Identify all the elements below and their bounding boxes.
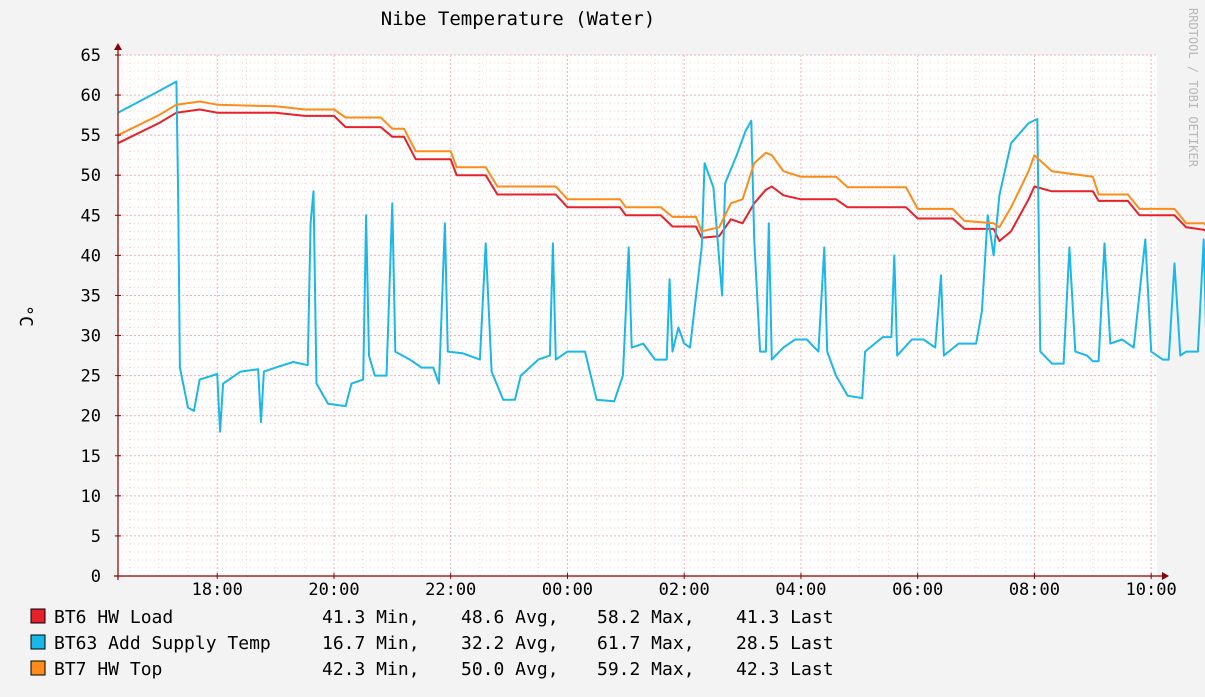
y-tick-label: 20 bbox=[81, 407, 101, 427]
x-axis-arrow bbox=[1162, 572, 1169, 580]
y-tick-label: 25 bbox=[81, 367, 101, 387]
x-tick-label: 00:00 bbox=[542, 580, 593, 600]
legend-max: 61.7 Max, bbox=[597, 633, 695, 654]
legend-swatch-blue bbox=[30, 634, 46, 650]
y-tick-label: 50 bbox=[81, 166, 101, 186]
y-tick-label: 40 bbox=[81, 246, 101, 266]
legend-max: 58.2 Max, bbox=[597, 607, 695, 628]
legend-swatch-red bbox=[30, 608, 46, 624]
legend-series-name: BT7 HW Top bbox=[54, 659, 162, 680]
chart-title: Nibe Temperature (Water) bbox=[381, 8, 656, 30]
y-tick-label: 30 bbox=[81, 327, 101, 347]
legend-item-bt6: BT6 HW Load 41.3 Min, 48.6 Avg, 58.2 Max… bbox=[30, 607, 834, 628]
y-tick-label: 5 bbox=[91, 527, 101, 547]
plot-area bbox=[118, 55, 1157, 576]
legend-last: 41.3 Last bbox=[736, 607, 834, 628]
series-line-2 bbox=[117, 100, 1205, 233]
legend-last: 28.5 Last bbox=[736, 633, 834, 654]
grid bbox=[118, 54, 1157, 577]
y-tick-label: 65 bbox=[81, 46, 101, 66]
x-tick-label: 08:00 bbox=[1009, 580, 1060, 600]
y-tick-label: 60 bbox=[81, 86, 101, 106]
x-tick-label: 06:00 bbox=[892, 580, 943, 600]
legend-series-name: BT63 Add Supply Temp bbox=[54, 633, 271, 654]
x-tick-label: 22:00 bbox=[425, 580, 476, 600]
legend-item-bt7: BT7 HW Top 42.3 Min, 50.0 Avg, 59.2 Max,… bbox=[30, 659, 834, 680]
legend-swatch-orange bbox=[30, 660, 46, 676]
watermark: RRDTOOL / TOBI OETIKER bbox=[1186, 8, 1200, 168]
x-tick-label: 10:00 bbox=[1126, 580, 1177, 600]
y-tick-label: 10 bbox=[81, 487, 101, 507]
x-tick-label: 18:00 bbox=[192, 580, 243, 600]
y-tick-label: 0 bbox=[91, 567, 101, 587]
legend: BT6 HW Load 41.3 Min, 48.6 Avg, 58.2 Max… bbox=[30, 607, 834, 680]
legend-min: 41.3 Min, bbox=[322, 607, 420, 628]
legend-max: 59.2 Max, bbox=[597, 659, 695, 680]
legend-min: 16.7 Min, bbox=[322, 633, 420, 654]
y-axis-arrow bbox=[114, 43, 122, 50]
y-tick-labels: 0 5 10 15 20 25 30 35 40 45 50 55 60 65 bbox=[81, 46, 101, 587]
legend-avg: 50.0 Avg, bbox=[461, 659, 559, 680]
series-line-0 bbox=[117, 108, 1205, 242]
x-tick-labels: 18:00 20:00 22:00 00:00 02:00 04:00 06:00 08:00… bbox=[192, 573, 1177, 600]
legend-series-name: BT6 HW Load bbox=[54, 607, 173, 628]
y-axis-label: °C bbox=[15, 305, 36, 327]
y-tick-label: 55 bbox=[81, 126, 101, 146]
legend-item-bt63: BT63 Add Supply Temp 16.7 Min, 32.2 Avg,… bbox=[30, 633, 834, 654]
x-tick-label: 20:00 bbox=[308, 580, 359, 600]
legend-last: 42.3 Last bbox=[736, 659, 834, 680]
series-layer bbox=[117, 80, 1205, 433]
y-tick-label: 35 bbox=[81, 286, 101, 306]
y-tick-label: 15 bbox=[81, 447, 101, 467]
axes bbox=[114, 43, 1169, 580]
legend-avg: 32.2 Avg, bbox=[461, 633, 559, 654]
x-tick-label: 02:00 bbox=[659, 580, 710, 600]
y-tick-label: 45 bbox=[81, 206, 101, 226]
x-tick-label: 04:00 bbox=[775, 580, 826, 600]
series-line-1 bbox=[117, 80, 1205, 433]
legend-min: 42.3 Min, bbox=[322, 659, 420, 680]
legend-avg: 48.6 Avg, bbox=[461, 607, 559, 628]
